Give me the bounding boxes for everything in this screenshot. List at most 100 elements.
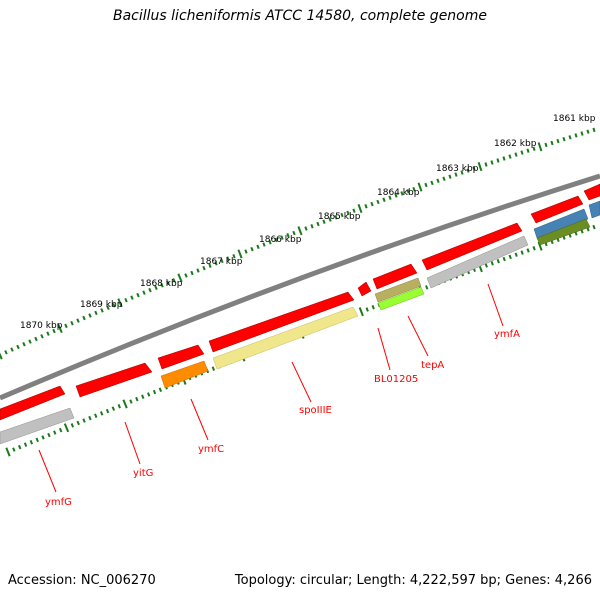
genome-backbone	[0, 173, 600, 401]
outer-scale-tick	[328, 217, 332, 222]
gene-forward-2	[75, 362, 153, 398]
outer-scale-tick	[477, 161, 483, 172]
inner-scale-tick	[5, 447, 11, 457]
forward-genes	[0, 183, 600, 421]
outer-scale-tick	[537, 142, 543, 152]
outer-scale-tick	[412, 186, 416, 192]
inner-scale-tick	[141, 394, 145, 399]
outer-scale-tick	[508, 154, 512, 159]
outer-scale-tick	[417, 182, 423, 192]
outer-scale-tick	[310, 224, 314, 229]
scale-label-1865: 1865 kbp	[318, 212, 361, 222]
inner-scale-tick	[12, 447, 16, 452]
outer-scale-tick	[214, 261, 218, 266]
outer-scale-tick	[244, 249, 248, 254]
gene-spoIIIE	[212, 306, 359, 370]
outer-scale-tick	[117, 298, 123, 308]
gene-blue-feature-2	[588, 200, 600, 219]
outer-scale-tick	[250, 246, 254, 252]
outer-scale-tick	[202, 265, 206, 271]
inner-scale-tick	[496, 258, 500, 264]
outer-scale-tick	[16, 344, 20, 350]
outer-scale-tick	[376, 199, 380, 205]
outer-scale-tick	[94, 310, 98, 316]
outer-scale-tick	[76, 318, 80, 323]
inner-scale-tick	[17, 444, 22, 450]
inner-scale-tick	[508, 254, 512, 260]
label-tepA: tepA	[421, 360, 444, 371]
gene-tepA-bottom	[377, 286, 425, 311]
gene-ymfC	[160, 360, 209, 389]
outer-scale-tick	[304, 226, 308, 231]
inner-scale-tick	[111, 406, 116, 411]
label-spoIIIE: spoIIIE	[299, 405, 332, 416]
outer-scale-tick	[34, 336, 38, 342]
outer-scale-tick	[400, 191, 404, 196]
inner-scale-tick	[94, 413, 98, 418]
inner-scale-tick	[122, 399, 128, 409]
label-ymfA: ymfA	[494, 329, 520, 340]
outer-scale-tick	[562, 136, 566, 142]
leader-BL01205	[377, 327, 391, 371]
outer-scale-tick	[136, 292, 140, 298]
scale-label-1862: 1862 kbp	[494, 139, 537, 149]
outer-scale-tick	[514, 152, 518, 157]
outer-scale-tick	[10, 347, 14, 352]
inner-scale-tick	[514, 252, 518, 257]
inner-scale-tick	[484, 263, 488, 268]
scale-label-1864: 1864 kbp	[377, 188, 420, 198]
outer-scale-tick	[274, 237, 278, 243]
gene-forward-9	[583, 183, 600, 201]
gene-forward-6	[372, 263, 418, 290]
outer-scale-tick	[220, 258, 224, 264]
outer-scale-tick	[154, 285, 158, 290]
gene-reverse-ymfA	[426, 235, 529, 289]
outer-scale-tick	[4, 350, 8, 355]
leader-ymfC	[190, 398, 209, 441]
outer-scale-tick	[40, 334, 44, 339]
inner-scale-tick	[358, 307, 364, 317]
leader-yitG	[124, 421, 141, 465]
scale-label-1870: 1870 kbp	[20, 321, 63, 331]
outer-scale-tick	[526, 148, 530, 153]
inner-scale-tick	[47, 432, 51, 438]
outer-scale-tick	[142, 290, 146, 295]
outer-scale-tick	[502, 156, 506, 161]
outer-scale-tick	[496, 158, 500, 163]
inner-scale-tick	[146, 392, 151, 397]
outer-scale-tick	[586, 129, 590, 134]
outer-scale-tick	[166, 280, 170, 285]
outer-scale-tick	[520, 150, 524, 155]
gene-forward-1	[0, 385, 66, 421]
inner-scale-tick	[425, 285, 429, 290]
inner-scale-tick	[152, 389, 157, 395]
outer-scale-tick	[346, 210, 350, 216]
inner-scale-tick	[129, 399, 133, 404]
label-yitG: yitG	[133, 468, 153, 479]
outer-scale-tick	[550, 140, 554, 146]
outer-scale-tick	[64, 323, 68, 329]
outer-scale-tick	[436, 178, 440, 184]
outer-scale-tick	[472, 166, 476, 171]
inner-scale-tick	[211, 366, 216, 371]
outer-scale-tick	[208, 263, 212, 268]
reverse-genes	[0, 200, 600, 445]
inner-scale-tick	[592, 224, 596, 230]
outer-scale-tick	[226, 256, 230, 261]
outer-scale-tick	[580, 131, 584, 136]
inner-scale-tick	[35, 437, 39, 443]
inner-scale-tick	[502, 256, 506, 262]
leader-tepA	[407, 315, 429, 357]
gene-tepA-top	[374, 277, 422, 303]
gene-forward-8	[530, 195, 584, 224]
outer-scale-tick	[22, 342, 26, 347]
inner-scale-tick	[88, 415, 92, 421]
outer-scale-tick	[297, 226, 303, 236]
outer-scale-tick	[357, 203, 363, 214]
inner-scale-tick	[23, 442, 28, 447]
inner-scale-tick	[135, 396, 139, 402]
outer-scale-tick	[388, 195, 392, 200]
leader-ymfG	[38, 449, 57, 493]
outer-scale-tick	[256, 244, 260, 250]
outer-scale-tick	[568, 135, 572, 140]
